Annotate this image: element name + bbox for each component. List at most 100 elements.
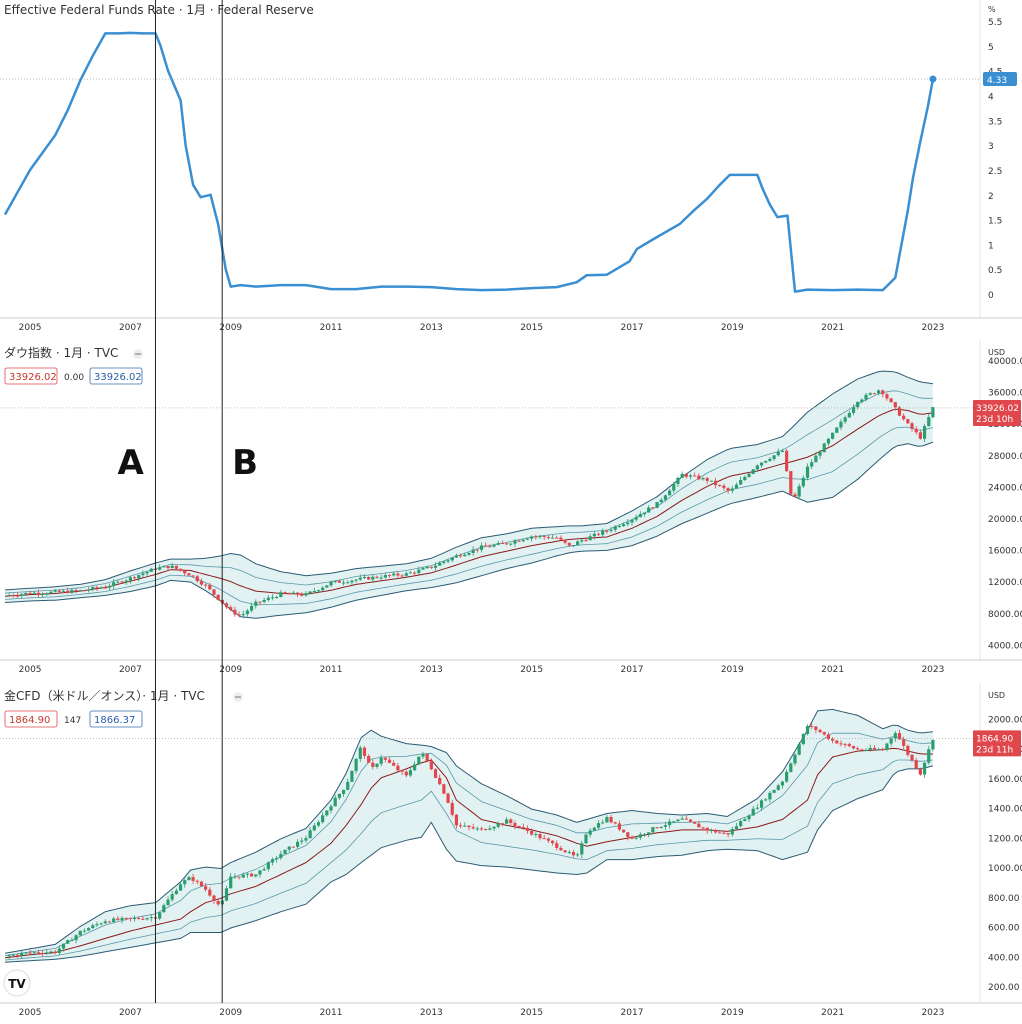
candle-up (24, 592, 28, 595)
candle-up (304, 593, 308, 596)
candle-down (28, 952, 32, 954)
candle-down (918, 768, 922, 775)
candle-down (429, 566, 433, 568)
candle-down (555, 537, 559, 539)
candle-up (275, 596, 279, 598)
unit-label: USD (988, 691, 1005, 700)
candle-down (300, 594, 304, 596)
candle-up (346, 582, 350, 584)
candle-down (517, 540, 521, 542)
candle-up (513, 540, 517, 544)
x-tick-label: 2021 (821, 665, 844, 675)
tradingview-logo[interactable]: TV (3, 969, 31, 997)
candle-down (910, 754, 914, 761)
candle-up (41, 593, 45, 595)
candle-up (776, 785, 780, 790)
candle-down (107, 921, 112, 923)
candle-up (479, 545, 484, 550)
candle-down (396, 573, 400, 576)
price-badge-countdown: 23d 11h (976, 745, 1013, 755)
candle-up (329, 806, 333, 811)
candles-group (7, 389, 935, 619)
ohlc-open-box (4, 710, 58, 728)
candle-up (580, 843, 584, 855)
candle-up (672, 821, 676, 823)
candle-up (630, 519, 634, 523)
candle-down (684, 818, 688, 820)
candle-up (885, 743, 889, 750)
candle-up (931, 740, 935, 750)
candle-up (166, 899, 170, 906)
candle-up (492, 544, 496, 547)
candle-up (676, 477, 680, 485)
candle-up (831, 432, 835, 439)
candle-up (132, 918, 137, 920)
candle-up (250, 605, 254, 611)
candle-up (659, 826, 663, 828)
candle-down (187, 573, 191, 576)
candle-down (204, 584, 208, 586)
candle-down (233, 609, 237, 615)
candle-down (889, 398, 893, 403)
candle-down (454, 814, 459, 826)
candle-up (734, 484, 739, 489)
candle-up (170, 894, 174, 900)
candle-up (609, 529, 613, 531)
candle-down (722, 485, 726, 489)
candle-up (571, 545, 576, 547)
candle-up (592, 827, 596, 831)
unit-label: % (988, 5, 996, 14)
candle-down (722, 832, 726, 834)
candle-down (559, 537, 563, 540)
candle-down (713, 830, 718, 833)
candle-up (417, 569, 421, 573)
candle-down (166, 566, 170, 569)
y-tick-label: 1000.00 (988, 864, 1022, 874)
candle-up (617, 526, 622, 528)
candle-up (433, 565, 438, 568)
candle-down (199, 581, 204, 585)
panel-3: 2000.001800.001600.001400.001200.001000.… (0, 683, 1022, 1018)
y-tick-label: 2000.00 (988, 715, 1022, 725)
candle-down (705, 827, 709, 831)
candle-up (279, 592, 283, 597)
candle-up (856, 401, 860, 408)
candle-up (454, 555, 459, 558)
candle-down (57, 590, 61, 592)
candle-up (864, 749, 868, 751)
candle-down (191, 575, 195, 577)
candle-up (183, 880, 187, 885)
ohlc-close-box (89, 367, 143, 385)
candle-down (693, 821, 697, 824)
candle-up (270, 859, 275, 863)
candle-down (609, 817, 613, 823)
candle-up (266, 597, 270, 600)
candle-up (91, 587, 95, 590)
candle-down (141, 918, 145, 920)
candle-up (931, 407, 935, 418)
candle-down (847, 744, 851, 747)
candle-up (262, 599, 266, 602)
candle-up (747, 815, 751, 820)
y-tick-label: 24000.00 (988, 483, 1022, 493)
candle-up (605, 817, 609, 823)
candle-up (417, 756, 421, 765)
candle-up (103, 921, 107, 924)
candle-down (392, 762, 396, 766)
candle-up (11, 954, 15, 956)
candle-down (467, 825, 471, 828)
candle-up (137, 575, 141, 579)
candle-down (208, 889, 212, 896)
candle-down (785, 450, 789, 472)
candle-up (86, 589, 91, 591)
candle-down (726, 488, 730, 491)
candle-up (287, 846, 291, 850)
candle-down (914, 428, 918, 433)
candle-up (780, 781, 785, 786)
candle-down (413, 572, 417, 574)
candle-down (856, 748, 860, 750)
candle-up (596, 823, 601, 828)
y-tick-label: 1400.00 (988, 805, 1022, 815)
candle-down (843, 743, 847, 745)
candle-up (300, 840, 304, 842)
